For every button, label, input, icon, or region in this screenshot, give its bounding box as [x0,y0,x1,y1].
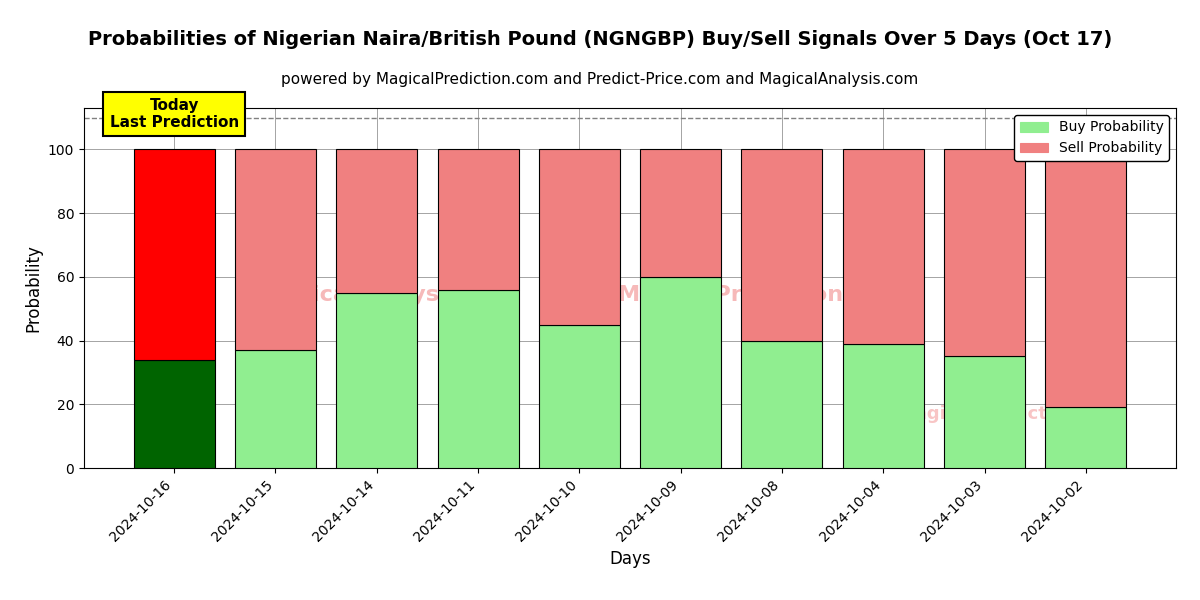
Text: Today
Last Prediction: Today Last Prediction [109,98,239,130]
Text: MagicalPrediction.com: MagicalPrediction.com [618,285,904,305]
Bar [842,149,924,344]
Bar [1045,407,1127,468]
Text: MagicalAnalysis.com: MagicalAnalysis.com [259,285,521,305]
Bar [133,359,215,468]
Bar [235,149,316,350]
Bar [235,350,316,468]
Bar [742,149,822,341]
Bar [336,293,418,468]
Bar [742,341,822,468]
Legend: Buy Probability, Sell Probability: Buy Probability, Sell Probability [1014,115,1169,161]
Bar [133,149,215,359]
Bar [539,325,620,468]
Bar [336,149,418,293]
Bar [438,149,518,290]
Bar [640,277,721,468]
Bar [944,149,1025,356]
Text: MagicalPrediction.com: MagicalPrediction.com [898,405,1127,423]
Bar [438,290,518,468]
Bar [1045,149,1127,407]
Bar [842,344,924,468]
X-axis label: Days: Days [610,550,650,568]
Bar [944,356,1025,468]
Y-axis label: Probability: Probability [24,244,42,332]
Text: powered by MagicalPrediction.com and Predict-Price.com and MagicalAnalysis.com: powered by MagicalPrediction.com and Pre… [281,72,919,87]
Bar [539,149,620,325]
Text: Probabilities of Nigerian Naira/British Pound (NGNGBP) Buy/Sell Signals Over 5 D: Probabilities of Nigerian Naira/British … [88,30,1112,49]
Bar [640,149,721,277]
